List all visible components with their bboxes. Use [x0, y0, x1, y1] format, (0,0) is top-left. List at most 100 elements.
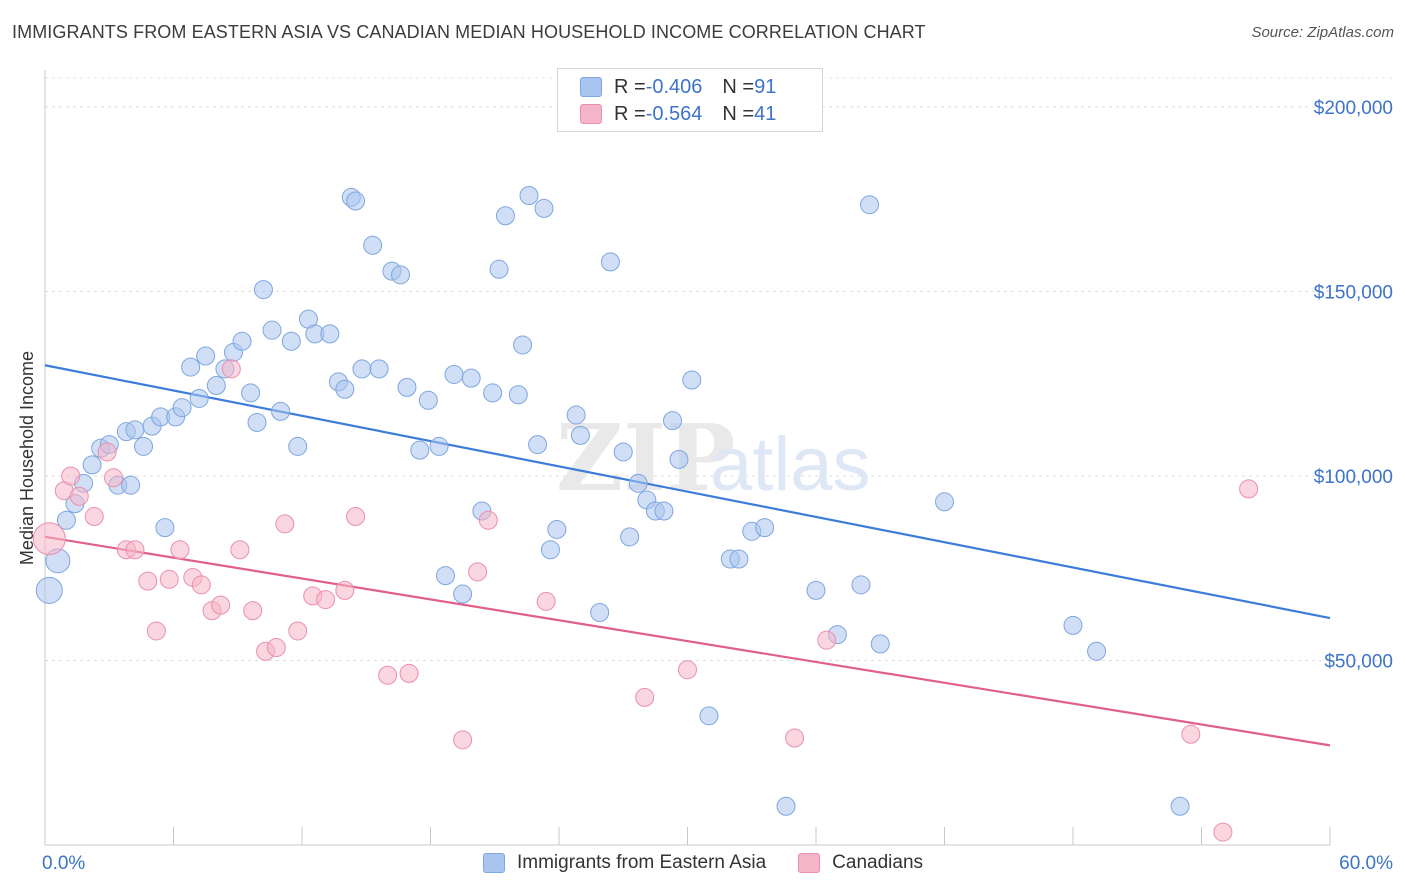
point-eastern-asia: [35, 576, 63, 604]
point-eastern-asia: [540, 540, 560, 560]
point-eastern-asia: [489, 259, 509, 279]
point-canadians: [221, 359, 241, 379]
r-label: R =: [614, 75, 646, 98]
point-eastern-asia: [444, 364, 464, 384]
point-eastern-asia: [418, 390, 438, 410]
point-eastern-asia: [1087, 641, 1107, 661]
point-eastern-asia: [620, 527, 640, 547]
point-eastern-asia: [247, 412, 267, 432]
point-eastern-asia: [82, 455, 102, 475]
point-eastern-asia: [453, 584, 473, 604]
correlation-legend: R = -0.406 N = 91 R = -0.564 N = 41: [557, 68, 823, 132]
watermark-atlas: atlas: [710, 422, 871, 507]
n-label: N =: [722, 75, 755, 98]
point-canadians: [275, 514, 295, 534]
point-eastern-asia: [1063, 615, 1083, 635]
point-eastern-asia: [253, 280, 273, 300]
point-canadians: [159, 569, 179, 589]
point-eastern-asia: [134, 436, 154, 456]
r-value: -0.564: [645, 102, 703, 125]
legend-swatch-eastern-asia: [580, 77, 602, 97]
point-eastern-asia: [547, 519, 567, 539]
point-eastern-asia: [155, 518, 175, 538]
legend-swatch-canadians: [798, 853, 821, 873]
point-canadians: [785, 728, 805, 748]
trend-line-canadians: [44, 535, 1331, 747]
point-eastern-asia: [241, 383, 261, 403]
x-tick-label: 0.0%: [42, 853, 85, 874]
point-canadians: [678, 660, 697, 680]
series-legend: Immigrants from Eastern Asia Canadians: [0, 852, 1406, 874]
point-canadians: [138, 571, 158, 591]
point-eastern-asia: [346, 191, 366, 211]
point-canadians: [69, 486, 89, 506]
legend-item-eastern-asia[interactable]: Immigrants from Eastern Asia: [482, 852, 767, 874]
y-axis-label: Median Household Income: [17, 351, 37, 565]
point-eastern-asia: [181, 357, 201, 377]
point-eastern-asia: [363, 235, 383, 255]
point-canadians: [243, 601, 263, 621]
point-eastern-asia: [335, 379, 355, 399]
legend-row-eastern-asia: R = -0.406 N = 91: [580, 74, 776, 100]
n-value: 91: [754, 75, 777, 98]
point-eastern-asia: [1170, 796, 1190, 816]
point-eastern-asia: [806, 580, 826, 600]
point-eastern-asia: [206, 376, 226, 396]
point-eastern-asia: [461, 368, 481, 388]
point-canadians: [536, 591, 556, 611]
point-canadians: [125, 540, 145, 560]
legend-label-eastern-asia: Immigrants from Eastern Asia: [516, 852, 767, 873]
points-layer: [32, 185, 1259, 842]
point-canadians: [146, 621, 166, 641]
point-eastern-asia: [870, 634, 890, 654]
axis-layer: [44, 70, 1331, 846]
grid-layer: [45, 77, 1393, 661]
point-canadians: [1213, 822, 1233, 842]
point-canadians: [170, 540, 190, 560]
point-eastern-asia: [320, 324, 340, 344]
point-canadians: [1181, 724, 1201, 744]
labels-layer: $50,000 $100,000 $150,000 $200,000 0.0% 60.0%…: [17, 98, 1393, 874]
n-value: 41: [754, 102, 777, 125]
point-eastern-asia: [570, 425, 590, 445]
point-eastern-asia: [397, 377, 417, 397]
point-canadians: [32, 522, 66, 556]
point-canadians: [211, 595, 231, 615]
source-credit: Source: ZipAtlas.com: [1251, 24, 1394, 41]
point-eastern-asia: [281, 331, 301, 351]
point-eastern-asia: [669, 449, 689, 469]
point-eastern-asia: [232, 331, 252, 351]
y-tick-label: $100,000: [1314, 467, 1393, 488]
point-eastern-asia: [534, 198, 554, 218]
point-eastern-asia: [352, 359, 372, 379]
point-eastern-asia: [391, 265, 411, 285]
point-canadians: [84, 507, 104, 527]
legend-row-canadians: R = -0.564 N = 41: [580, 101, 776, 127]
point-eastern-asia: [729, 549, 749, 569]
y-tick-label: $50,000: [1324, 651, 1393, 672]
point-eastern-asia: [121, 475, 141, 495]
point-eastern-asia: [776, 796, 796, 816]
point-eastern-asia: [860, 195, 880, 215]
y-tick-label: $150,000: [1314, 282, 1393, 303]
point-eastern-asia: [271, 401, 291, 421]
point-eastern-asia: [519, 185, 539, 205]
point-canadians: [191, 575, 211, 595]
point-canadians: [453, 730, 473, 750]
x-tick-label: 60.0%: [1339, 853, 1393, 874]
r-label: R =: [614, 102, 646, 125]
point-eastern-asia: [600, 252, 620, 272]
point-eastern-asia: [435, 566, 455, 586]
point-canadians: [378, 665, 398, 685]
legend-label-canadians: Canadians: [832, 852, 924, 873]
point-eastern-asia: [410, 440, 430, 460]
point-canadians: [399, 663, 419, 683]
point-eastern-asia: [513, 335, 533, 355]
point-canadians: [335, 580, 355, 600]
point-eastern-asia: [935, 492, 954, 512]
point-canadians: [97, 442, 117, 462]
point-eastern-asia: [429, 436, 449, 456]
point-eastern-asia: [508, 385, 528, 405]
legend-item-canadians[interactable]: Canadians: [798, 852, 923, 874]
